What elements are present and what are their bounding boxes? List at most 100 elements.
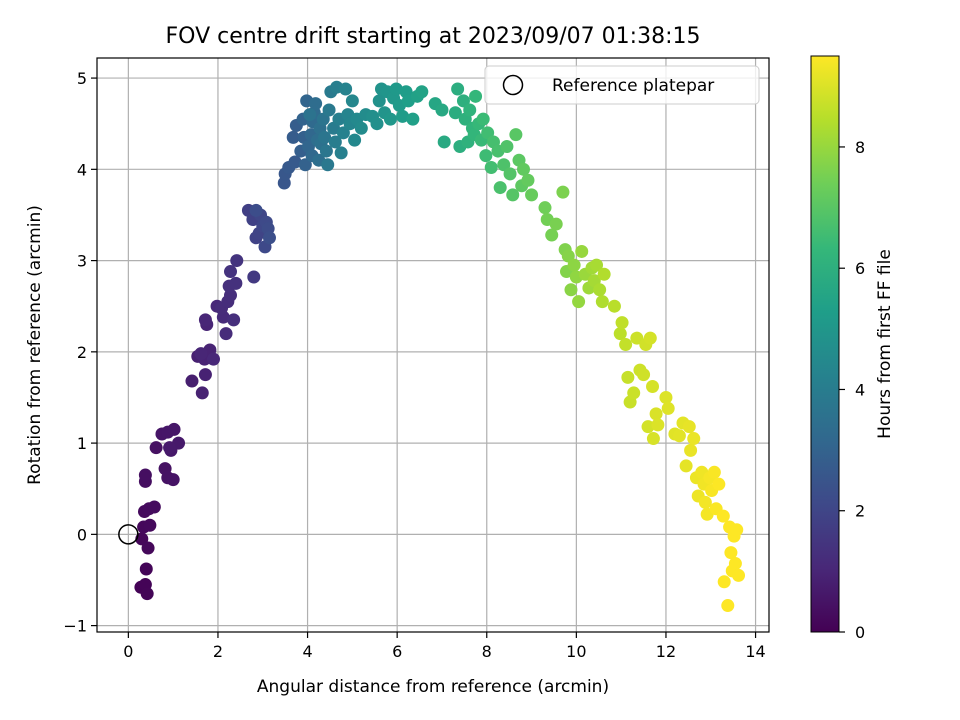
y-axis-ticks: −1 0 1 2 3 4 5 bbox=[63, 69, 97, 636]
data-point bbox=[322, 103, 336, 117]
data-point bbox=[643, 331, 657, 345]
colorbar-ticks: 0 2 4 6 8 bbox=[839, 138, 865, 642]
data-point bbox=[348, 133, 362, 147]
data-point bbox=[224, 265, 238, 279]
data-point bbox=[556, 185, 570, 199]
data-point bbox=[503, 167, 517, 181]
data-point bbox=[679, 459, 693, 473]
y-tick-label: 2 bbox=[77, 343, 87, 362]
y-tick-label: −1 bbox=[63, 617, 87, 636]
legend-entry-reference-platepar: Reference platepar bbox=[552, 76, 714, 96]
colorbar-gradient bbox=[810, 55, 840, 633]
reference-marker bbox=[118, 524, 139, 545]
data-point bbox=[372, 94, 386, 108]
data-point bbox=[195, 386, 209, 400]
data-point bbox=[437, 135, 451, 149]
data-point bbox=[298, 158, 312, 172]
data-point bbox=[456, 94, 470, 108]
data-point bbox=[230, 254, 244, 268]
data-point bbox=[406, 112, 420, 126]
data-point bbox=[538, 201, 552, 215]
y-tick-label: 0 bbox=[77, 525, 87, 544]
data-point bbox=[698, 495, 712, 509]
data-point bbox=[139, 562, 153, 576]
data-point bbox=[641, 420, 655, 434]
data-point bbox=[389, 82, 403, 96]
data-point bbox=[646, 380, 660, 394]
data-point bbox=[463, 103, 477, 117]
data-point bbox=[166, 473, 180, 487]
data-point bbox=[627, 386, 641, 400]
data-point bbox=[318, 130, 332, 144]
x-axis-ticks: 0 2 4 6 8 10 12 14 bbox=[123, 632, 766, 661]
data-point bbox=[185, 374, 199, 388]
data-point bbox=[597, 267, 611, 281]
colorbar-tick-label: 0 bbox=[855, 623, 865, 642]
data-point bbox=[521, 173, 535, 187]
x-tick-label: 12 bbox=[656, 642, 676, 661]
y-axis-label: Rotation from reference (arcmin) bbox=[25, 205, 45, 485]
data-point bbox=[370, 117, 384, 131]
data-point bbox=[595, 295, 609, 309]
data-point bbox=[707, 465, 721, 479]
colorbar: 0 2 4 6 8 Hours from first FF file bbox=[810, 55, 895, 642]
data-point bbox=[163, 441, 177, 455]
data-point bbox=[728, 557, 742, 571]
data-point bbox=[141, 541, 155, 555]
data-point bbox=[336, 126, 350, 140]
data-point bbox=[354, 121, 368, 135]
data-point bbox=[497, 158, 511, 172]
x-tick-label: 0 bbox=[123, 642, 133, 661]
grid bbox=[97, 58, 769, 632]
data-point bbox=[206, 352, 220, 366]
data-point bbox=[637, 368, 651, 382]
data-point bbox=[724, 546, 738, 560]
data-point bbox=[309, 97, 323, 111]
data-point bbox=[506, 188, 520, 202]
data-point bbox=[451, 82, 465, 96]
data-point bbox=[396, 109, 410, 123]
colorbar-tick-label: 8 bbox=[855, 138, 865, 157]
data-point bbox=[572, 295, 586, 309]
data-point bbox=[575, 244, 589, 258]
data-point bbox=[590, 258, 604, 272]
data-point bbox=[525, 188, 539, 202]
reference-platepar-marker bbox=[118, 524, 139, 545]
data-point bbox=[659, 390, 673, 404]
data-point bbox=[646, 432, 660, 446]
data-point bbox=[140, 587, 154, 601]
data-point bbox=[687, 432, 701, 446]
data-point bbox=[619, 338, 633, 352]
data-point bbox=[484, 161, 498, 175]
data-point bbox=[732, 568, 746, 582]
colorbar-tick-label: 6 bbox=[855, 259, 865, 278]
data-point bbox=[649, 407, 663, 421]
data-point bbox=[435, 103, 449, 117]
data-point bbox=[448, 106, 462, 120]
data-point bbox=[593, 283, 607, 297]
data-point bbox=[717, 575, 731, 589]
data-point bbox=[198, 368, 212, 382]
legend: Reference platepar bbox=[484, 65, 760, 105]
x-tick-label: 10 bbox=[566, 642, 586, 661]
data-point bbox=[716, 509, 730, 523]
data-point bbox=[135, 532, 149, 546]
data-point bbox=[613, 327, 627, 341]
data-point bbox=[138, 468, 152, 482]
data-point bbox=[545, 228, 559, 242]
y-tick-label: 4 bbox=[77, 160, 87, 179]
data-point bbox=[630, 331, 644, 345]
data-point bbox=[143, 518, 157, 532]
legend-box bbox=[484, 65, 760, 105]
data-point bbox=[262, 231, 276, 245]
data-point bbox=[319, 144, 333, 158]
data-point bbox=[288, 155, 302, 169]
colorbar-tick-label: 4 bbox=[855, 380, 865, 399]
data-point bbox=[149, 441, 163, 455]
y-tick-label: 5 bbox=[77, 69, 87, 88]
data-point bbox=[730, 523, 744, 537]
data-point bbox=[721, 599, 735, 613]
data-point bbox=[564, 283, 578, 297]
data-point bbox=[684, 443, 698, 457]
